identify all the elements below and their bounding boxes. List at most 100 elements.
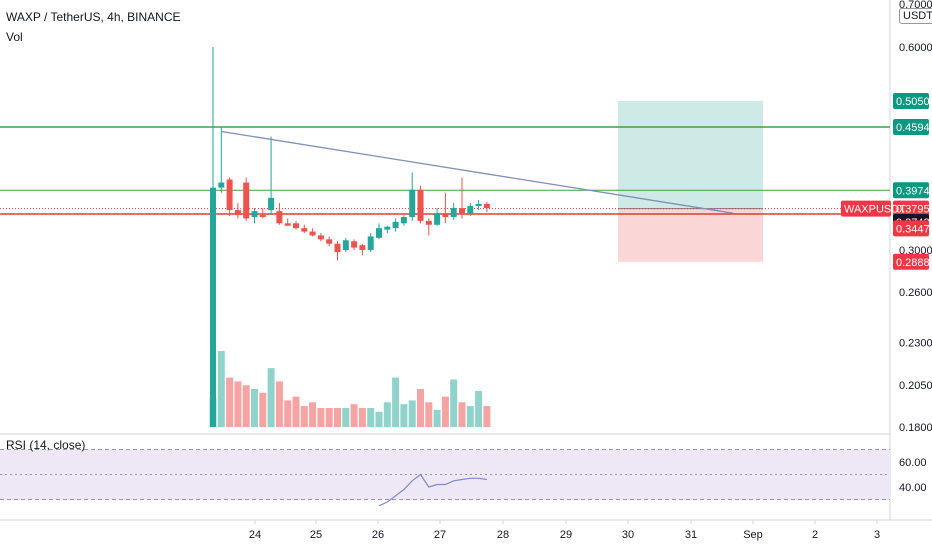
time-tick-label: 31 bbox=[685, 529, 697, 541]
candle-body[interactable] bbox=[276, 211, 283, 224]
stop-zone[interactable] bbox=[618, 208, 763, 262]
candle-body[interactable] bbox=[259, 215, 266, 218]
volume-bar bbox=[292, 396, 300, 427]
candle-body[interactable] bbox=[301, 228, 308, 232]
target-zone[interactable] bbox=[618, 101, 763, 209]
volume-bar bbox=[217, 351, 225, 427]
volume-bar bbox=[251, 389, 258, 427]
candle-body[interactable] bbox=[251, 211, 258, 218]
time-tick-label: 26 bbox=[372, 529, 384, 541]
time-tick-label: 2 bbox=[812, 529, 818, 541]
rsi-label[interactable]: RSI (14, close) bbox=[6, 438, 86, 452]
candle-body[interactable] bbox=[384, 226, 391, 230]
candle-body[interactable] bbox=[309, 231, 316, 236]
time-tick-label: 29 bbox=[560, 529, 572, 541]
rsi-line[interactable] bbox=[378, 473, 487, 507]
candle-body[interactable] bbox=[359, 245, 366, 250]
volume-bar bbox=[375, 411, 383, 427]
volume-bar bbox=[400, 404, 408, 427]
candle-body[interactable] bbox=[326, 239, 333, 244]
candle-body[interactable] bbox=[392, 221, 399, 229]
time-tick-label: 24 bbox=[249, 529, 261, 541]
volume-bar bbox=[275, 381, 283, 427]
price-badge bbox=[893, 253, 929, 270]
volume-bar bbox=[317, 408, 325, 427]
volume-bar bbox=[234, 381, 242, 427]
candle-body[interactable] bbox=[268, 197, 275, 211]
candle-body[interactable] bbox=[442, 213, 449, 218]
volume-bar bbox=[383, 402, 391, 427]
candle-body[interactable] bbox=[434, 213, 441, 225]
volume-bar bbox=[300, 406, 308, 427]
candle-body[interactable] bbox=[475, 203, 482, 207]
volume-bar bbox=[450, 379, 458, 427]
candle-body[interactable] bbox=[243, 182, 250, 219]
candle-body[interactable] bbox=[450, 208, 457, 218]
candle-body[interactable] bbox=[218, 182, 225, 188]
price-tick-label: 0.2050 bbox=[899, 380, 932, 392]
volume-bar bbox=[334, 408, 341, 427]
candle-body[interactable] bbox=[483, 203, 490, 209]
price-badge-label: 0.3447 bbox=[896, 223, 930, 235]
volume-bar bbox=[342, 408, 350, 427]
candle-body[interactable] bbox=[293, 223, 299, 229]
price-badge-label: 0.4594 bbox=[896, 122, 930, 134]
candle-body[interactable] bbox=[459, 208, 465, 214]
volume-bar bbox=[309, 402, 317, 427]
candle-body[interactable] bbox=[334, 243, 341, 253]
price-badge bbox=[893, 220, 929, 237]
symbol-title[interactable]: WAXP / TetherUS, 4h, BINANCE bbox=[6, 10, 181, 24]
candle-body[interactable] bbox=[342, 240, 349, 250]
candle-body[interactable] bbox=[234, 210, 241, 216]
price-badge-label: 0.2888 bbox=[896, 257, 930, 269]
volume-bar bbox=[466, 406, 474, 427]
candle-body[interactable] bbox=[210, 187, 216, 427]
volume-bar bbox=[259, 392, 267, 427]
volume-bar bbox=[417, 389, 424, 427]
candle-body[interactable] bbox=[367, 236, 374, 250]
volume-bar bbox=[475, 390, 483, 427]
time-tick-label: 27 bbox=[434, 529, 446, 541]
candle-body[interactable] bbox=[226, 179, 233, 211]
volume-bar bbox=[483, 406, 491, 427]
time-tick-label: Sep bbox=[743, 529, 763, 541]
price-badge bbox=[893, 200, 929, 217]
price-badge-label: 0.5050 bbox=[896, 96, 930, 108]
price-tick-label: 0.6000 bbox=[899, 42, 932, 54]
volume-bar bbox=[392, 377, 400, 427]
candle-body[interactable] bbox=[317, 235, 324, 240]
candle-body[interactable] bbox=[409, 189, 416, 218]
price-badge bbox=[893, 119, 929, 135]
symbol-badge-label: WAXPUSDT bbox=[844, 204, 906, 216]
price-badge bbox=[893, 182, 929, 199]
price-badge-label: 0.3974 bbox=[896, 185, 930, 197]
symbol-badge bbox=[841, 200, 891, 217]
volume-bar bbox=[284, 400, 292, 427]
candle-body[interactable] bbox=[376, 228, 382, 238]
volume-bar bbox=[458, 402, 466, 427]
rsi-tick-label: 60.00 bbox=[899, 457, 927, 469]
volume-bar bbox=[358, 408, 366, 427]
price-badge-label: 0.3795 bbox=[896, 204, 930, 216]
candle-body[interactable] bbox=[400, 217, 407, 224]
candle-body[interactable] bbox=[351, 241, 358, 248]
time-tick-label: 25 bbox=[310, 529, 322, 541]
volume-bar bbox=[242, 385, 250, 427]
volume-bar bbox=[367, 408, 375, 427]
price-tick-label: 0.7000 bbox=[899, 0, 932, 11]
candle-body[interactable] bbox=[467, 206, 474, 214]
currency-button[interactable]: USDT bbox=[899, 8, 932, 24]
candle-body[interactable] bbox=[284, 223, 291, 226]
candle-body[interactable] bbox=[425, 220, 432, 225]
trend-line[interactable] bbox=[221, 130, 734, 214]
candle-body[interactable] bbox=[417, 189, 424, 221]
volume-bar bbox=[325, 408, 333, 427]
price-tick-label: 0.2600 bbox=[899, 287, 932, 299]
volume-bar bbox=[433, 409, 441, 427]
volume-bar bbox=[441, 396, 449, 427]
volume-label[interactable]: Vol bbox=[6, 30, 23, 44]
price-tick-label: 0.2300 bbox=[899, 338, 932, 350]
price-badge bbox=[893, 93, 929, 110]
time-tick-label: 28 bbox=[497, 529, 509, 541]
